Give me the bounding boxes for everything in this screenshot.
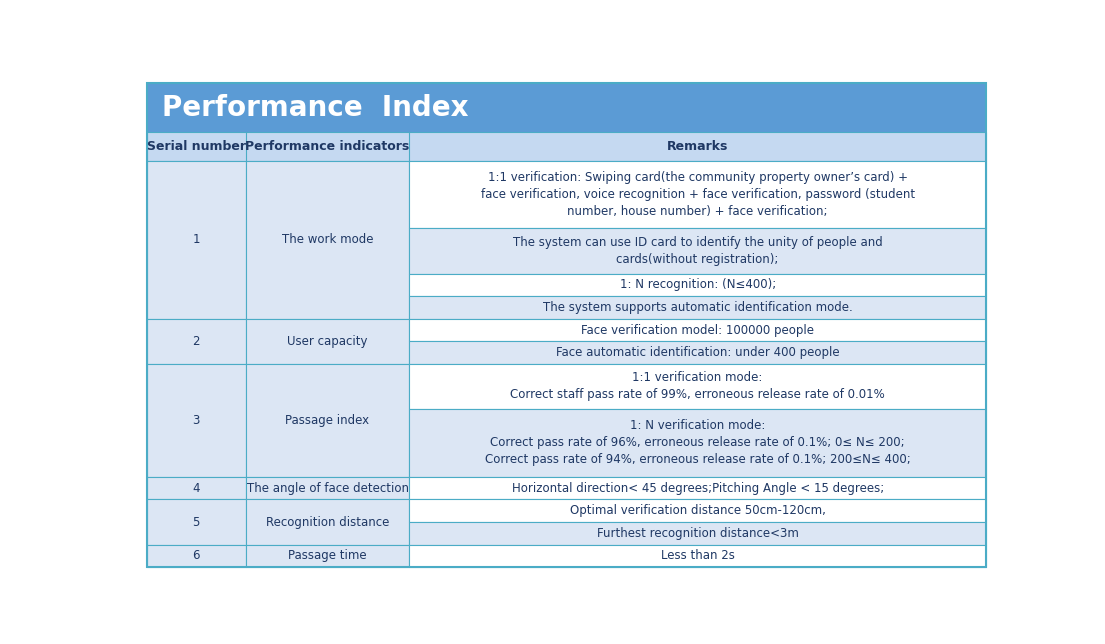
Bar [245,319,409,364]
Bar [147,545,245,567]
Text: The system supports automatic identification mode.: The system supports automatic identifica… [543,301,853,314]
Bar [147,500,245,545]
Text: User capacity: User capacity [287,335,368,348]
Bar [409,477,986,500]
Text: Performance indicators: Performance indicators [245,140,410,153]
Bar [409,341,986,364]
Text: Less than 2s: Less than 2s [661,549,735,562]
Text: Optimal verification distance 50cm-120cm,: Optimal verification distance 50cm-120cm… [570,504,825,517]
Bar [147,364,245,477]
Bar [409,522,986,545]
Text: Passage time: Passage time [288,549,367,562]
Text: Remarks: Remarks [667,140,728,153]
Text: Recognition distance: Recognition distance [266,516,389,529]
Bar [409,319,986,341]
Bar [245,477,409,500]
Bar [409,274,986,296]
Bar [147,132,986,160]
Text: Serial number: Serial number [147,140,245,153]
Text: 2: 2 [192,335,200,348]
Bar [147,160,245,319]
Bar [245,160,409,319]
Text: Horizontal direction< 45 degrees;Pitching Angle < 15 degrees;: Horizontal direction< 45 degrees;Pitchin… [512,482,884,495]
Bar [245,364,409,477]
Text: 1: 1 [192,233,200,246]
Text: 1: N recognition: (N≤400);: 1: N recognition: (N≤400); [620,278,776,291]
Text: Face verification model: 100000 people: Face verification model: 100000 people [581,323,814,337]
Text: 1:1 verification mode:
Correct staff pass rate of 99%, erroneous release rate of: 1:1 verification mode: Correct staff pas… [511,372,885,401]
Bar [147,319,245,364]
Text: 4: 4 [192,482,200,495]
Bar [409,229,986,274]
Bar [245,545,409,567]
Text: The work mode: The work mode [282,233,373,246]
Text: 1: N verification mode:
Correct pass rate of 96%, erroneous release rate of 0.1%: 1: N verification mode: Correct pass rat… [485,419,911,466]
Bar [409,364,986,409]
Bar [409,160,986,229]
Text: 6: 6 [192,549,200,562]
Bar [409,545,986,567]
Bar [409,500,986,522]
Bar [147,477,245,500]
Text: The angle of face detection: The angle of face detection [246,482,409,495]
Bar [409,409,986,477]
Bar [409,296,986,319]
Text: The system can use ID card to identify the unity of people and
cards(without reg: The system can use ID card to identify t… [513,236,883,266]
Text: Furthest recognition distance<3m: Furthest recognition distance<3m [597,527,799,540]
Text: 5: 5 [192,516,200,529]
Bar [147,83,986,132]
Text: 3: 3 [192,414,200,427]
Text: Performance  Index: Performance Index [162,93,469,122]
Text: 1:1 verification: Swiping card(the community property owner’s card) +
face verif: 1:1 verification: Swiping card(the commu… [481,171,915,218]
Text: Face automatic identification: under 400 people: Face automatic identification: under 400… [556,346,840,359]
Text: Passage index: Passage index [285,414,369,427]
Bar [245,500,409,545]
